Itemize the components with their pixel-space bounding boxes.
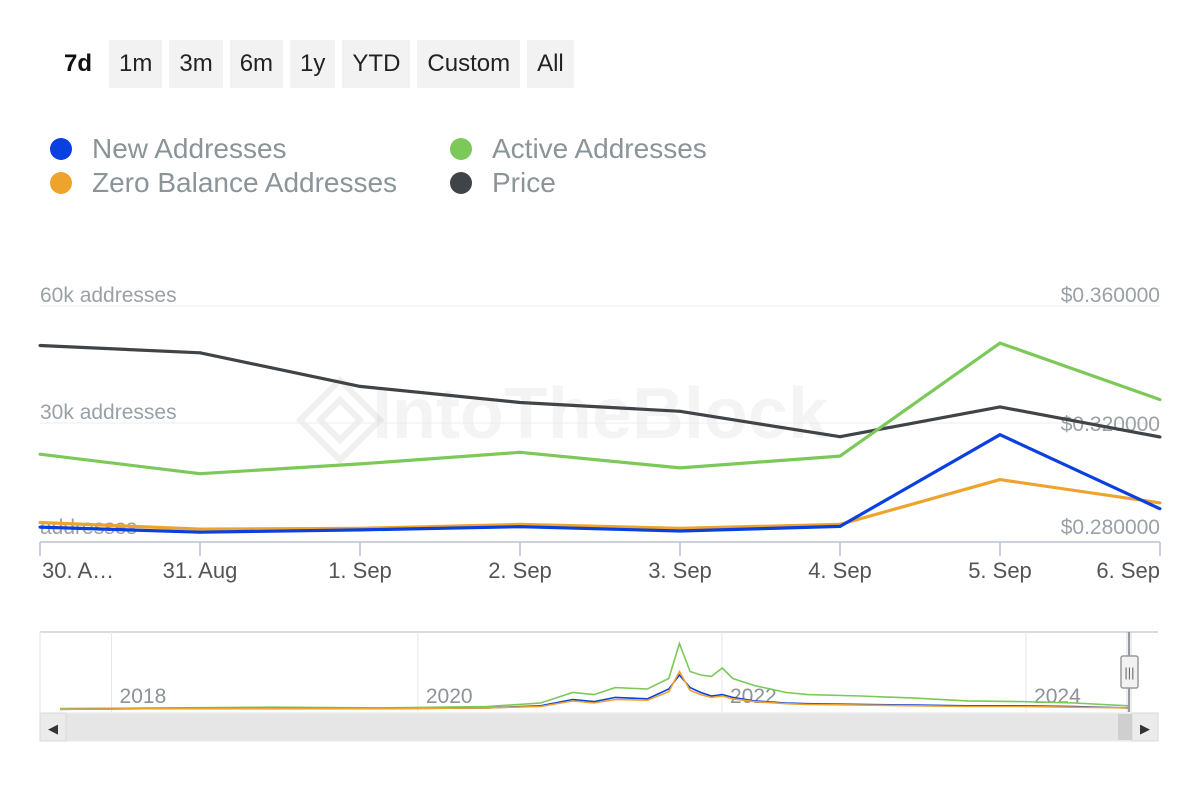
legend-item-new-addresses[interactable]: New Addresses	[50, 132, 287, 166]
range-button-3m[interactable]: 3m	[169, 40, 223, 88]
data-point-active-addresses	[358, 462, 362, 466]
data-point-new-addresses	[198, 530, 202, 534]
watermark: IntoTheBlock	[372, 374, 829, 454]
x-axis-label: 6. Sep	[1096, 558, 1160, 583]
data-point-active-addresses	[838, 454, 842, 458]
scrollbar-right-button[interactable]	[1131, 712, 1159, 742]
series-line-new-addresses	[39, 433, 1161, 534]
data-point-active-addresses	[198, 472, 202, 476]
scrollbar-thumb[interactable]	[66, 714, 1118, 740]
data-point-new-addresses	[678, 529, 682, 533]
navigator-year-label: 2018	[120, 685, 167, 708]
data-point-zero-balance-addresses	[198, 527, 202, 531]
series-line-price	[39, 343, 1161, 439]
x-axis-label: 30. A…	[42, 558, 114, 583]
left-axis-label: 30k addresses	[40, 401, 177, 424]
data-point-zero-balance-addresses	[998, 478, 1002, 482]
data-point-price	[1158, 435, 1162, 439]
right-axis-label: $0.320000	[1061, 413, 1160, 436]
data-point-zero-balance-addresses	[678, 526, 682, 530]
x-axis-label: 31. Aug	[163, 558, 238, 583]
right-axis-label: $0.280000	[1061, 516, 1160, 539]
scrollbar-thumb-end[interactable]	[1118, 714, 1132, 740]
data-point-zero-balance-addresses	[38, 521, 42, 524]
data-point-price	[518, 401, 522, 404]
navigator-series-new	[59, 673, 1129, 711]
data-point-active-addresses	[1158, 398, 1162, 402]
legend-item-price[interactable]: Price	[450, 166, 556, 200]
range-button-all[interactable]: All	[527, 40, 574, 88]
data-point-new-addresses	[1158, 507, 1162, 511]
data-point-new-addresses	[838, 524, 842, 528]
left-axis-label: 60k addresses	[40, 284, 177, 307]
data-point-active-addresses	[998, 341, 1002, 345]
range-button-1y[interactable]: 1y	[290, 40, 336, 88]
data-point-active-addresses	[678, 466, 682, 470]
x-axis-label: 2. Sep	[488, 558, 552, 583]
data-point-price	[838, 435, 842, 439]
legend-dot-price	[450, 172, 472, 194]
navigator-handle-grip-icon: |||	[1124, 665, 1134, 680]
legend-item-active-addresses[interactable]: Active Addresses	[450, 132, 707, 166]
range-selector: 7d 1m 3m 6m 1y YTD Custom All	[54, 40, 574, 88]
legend-label-new-addresses: New Addresses	[92, 133, 287, 164]
legend-dot-active-addresses	[450, 138, 472, 160]
x-axis-label: 1. Sep	[328, 558, 392, 583]
data-point-active-addresses	[518, 450, 522, 454]
data-point-price	[358, 384, 362, 388]
legend-item-zero-balance-addresses[interactable]: Zero Balance Addresses	[50, 166, 397, 200]
range-button-6m[interactable]: 6m	[229, 40, 284, 88]
x-axis-label: 4. Sep	[808, 558, 872, 583]
data-point-price	[198, 351, 202, 355]
x-axis-label: 5. Sep	[968, 558, 1032, 583]
data-point-new-addresses	[358, 528, 362, 532]
range-button-custom[interactable]: Custom	[417, 40, 521, 88]
data-point-price	[998, 405, 1002, 409]
legend: New Addresses Active Addresses Zero Bala…	[50, 132, 810, 212]
data-point-price	[38, 344, 42, 347]
series-line-active-addresses	[39, 341, 1161, 476]
navigator-year-label: 2024	[1034, 685, 1081, 708]
range-button-1m[interactable]: 1m	[109, 40, 163, 88]
x-axis-label: 3. Sep	[648, 558, 712, 583]
data-point-new-addresses	[998, 433, 1002, 437]
legend-label-price: Price	[492, 167, 556, 198]
scrollbar-left-button[interactable]	[39, 712, 67, 742]
data-point-active-addresses	[38, 452, 42, 456]
scroll-left-arrow-icon: ◀	[48, 722, 58, 737]
legend-label-active-addresses: Active Addresses	[492, 133, 707, 164]
data-point-new-addresses	[38, 525, 42, 529]
legend-dot-new-addresses	[50, 138, 72, 160]
legend-dot-zero-balance-addresses	[50, 172, 72, 194]
data-point-price	[678, 409, 682, 413]
right-axis-label: $0.360000	[1061, 284, 1160, 307]
data-point-zero-balance-addresses	[1158, 501, 1162, 505]
navigator-year-label: 2020	[426, 685, 473, 708]
navigator-series-zero	[59, 669, 1129, 711]
navigator-handle[interactable]	[1120, 655, 1139, 689]
navigator-series-active	[59, 641, 1129, 710]
legend-label-zero-balance-addresses: Zero Balance Addresses	[92, 167, 398, 198]
range-button-7d[interactable]: 7d	[54, 40, 103, 88]
series-line-zero-balance-addresses	[39, 478, 1161, 531]
data-point-new-addresses	[518, 525, 522, 529]
range-button-ytd[interactable]: YTD	[342, 40, 411, 88]
scroll-right-arrow-icon: ▶	[1140, 722, 1150, 737]
watermark-logo-icon	[295, 375, 385, 465]
